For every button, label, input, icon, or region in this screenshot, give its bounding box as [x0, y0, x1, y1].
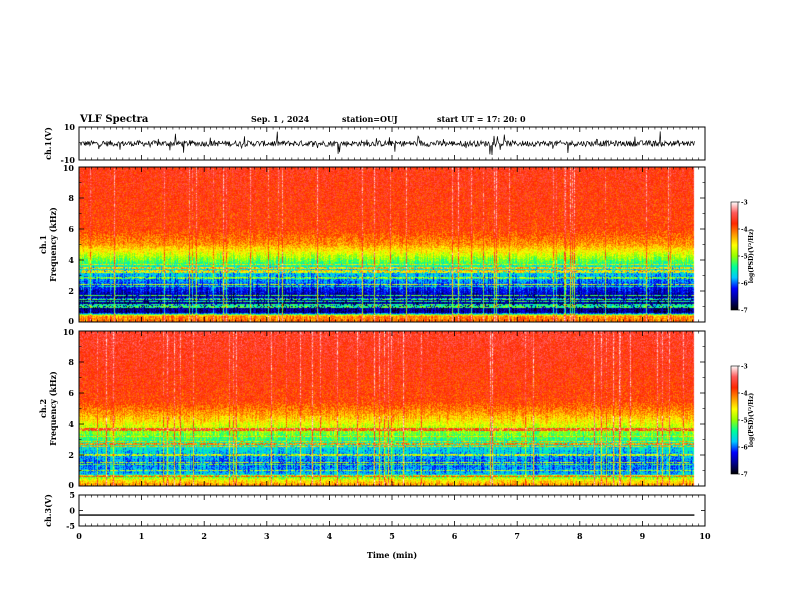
- colorbar-tick-label: -3: [741, 200, 748, 207]
- ch3-waveform-ylabel: ch.3(V): [43, 494, 53, 527]
- ch1-spectrogram-ylabel: Frequency (kHz): [48, 207, 58, 282]
- y-tick-label: 8: [68, 357, 74, 367]
- colorbar-tick-label: -3: [741, 364, 748, 371]
- ch1-waveform-ylabel: ch.1(V): [43, 127, 53, 160]
- y-tick-label: 0: [69, 506, 75, 516]
- y-tick-label: 5: [69, 490, 75, 500]
- y-tick-label: -10: [61, 155, 76, 165]
- x-tick-label: 7: [514, 531, 520, 541]
- x-tick-label: 0: [76, 531, 82, 541]
- y-tick-label: 0: [68, 480, 74, 490]
- y-tick-label: 0: [68, 316, 74, 326]
- ch1-spectrogram-channel-label: ch.1: [38, 235, 48, 254]
- ch1-spectrogram-colorbar-label: log(PSD)(V²/Hz): [748, 229, 755, 284]
- y-tick-label: 10: [63, 163, 75, 173]
- y-tick-label: 10: [63, 327, 75, 337]
- colorbar-tick-label: -4: [741, 391, 748, 398]
- colorbar-tick-label: -6: [741, 281, 748, 288]
- y-tick-label: 4: [68, 419, 74, 429]
- y-tick-label: 4: [68, 255, 74, 265]
- y-tick-label: 10: [64, 122, 76, 132]
- ch1-waveform-trace: [78, 131, 695, 156]
- ch2-spectrogram-colorbar: [730, 365, 739, 475]
- x-tick-label: 9: [640, 531, 646, 541]
- ch2-spectrogram-ylabel: Frequency (kHz): [48, 371, 58, 446]
- colorbar-tick-label: -6: [741, 445, 748, 452]
- ch1-spectrogram-image: [79, 167, 705, 322]
- start-time-label: start UT = 17: 20: 0: [437, 114, 526, 124]
- ch1-spectrogram-colorbar: [730, 201, 739, 311]
- x-tick-label: 8: [577, 531, 583, 541]
- x-tick-label: 2: [201, 531, 207, 541]
- x-tick-label: 1: [139, 531, 145, 541]
- x-tick-label: 4: [327, 531, 333, 541]
- y-tick-label: 6: [68, 388, 74, 398]
- colorbar-tick-label: -5: [741, 418, 748, 425]
- x-tick-label: 6: [452, 531, 458, 541]
- x-tick-label: 10: [699, 531, 711, 541]
- x-tick-label: 3: [264, 531, 270, 541]
- chart-title: VLF Spectra: [80, 114, 149, 125]
- colorbar-tick-label: -7: [741, 472, 748, 479]
- colorbar-tick-label: -5: [741, 254, 748, 261]
- station-label: station=OUJ: [342, 114, 398, 124]
- date-label: Sep. 1 , 2024: [251, 114, 310, 124]
- y-tick-label: 2: [68, 450, 74, 460]
- y-tick-label: 2: [68, 286, 74, 296]
- ch2-spectrogram-colorbar-label: log(PSD)(V²/Hz): [748, 393, 755, 448]
- y-tick-label: -5: [66, 521, 75, 531]
- x-axis-label: Time (min): [367, 550, 417, 560]
- y-tick-label: 6: [68, 224, 74, 234]
- colorbar-tick-label: -4: [741, 227, 748, 234]
- y-tick-label: 8: [68, 193, 74, 203]
- ch2-spectrogram-channel-label: ch.2: [38, 399, 48, 418]
- ch2-spectrogram-image: [79, 331, 705, 486]
- x-tick-label: 5: [389, 531, 395, 541]
- colorbar-tick-label: -7: [741, 308, 748, 315]
